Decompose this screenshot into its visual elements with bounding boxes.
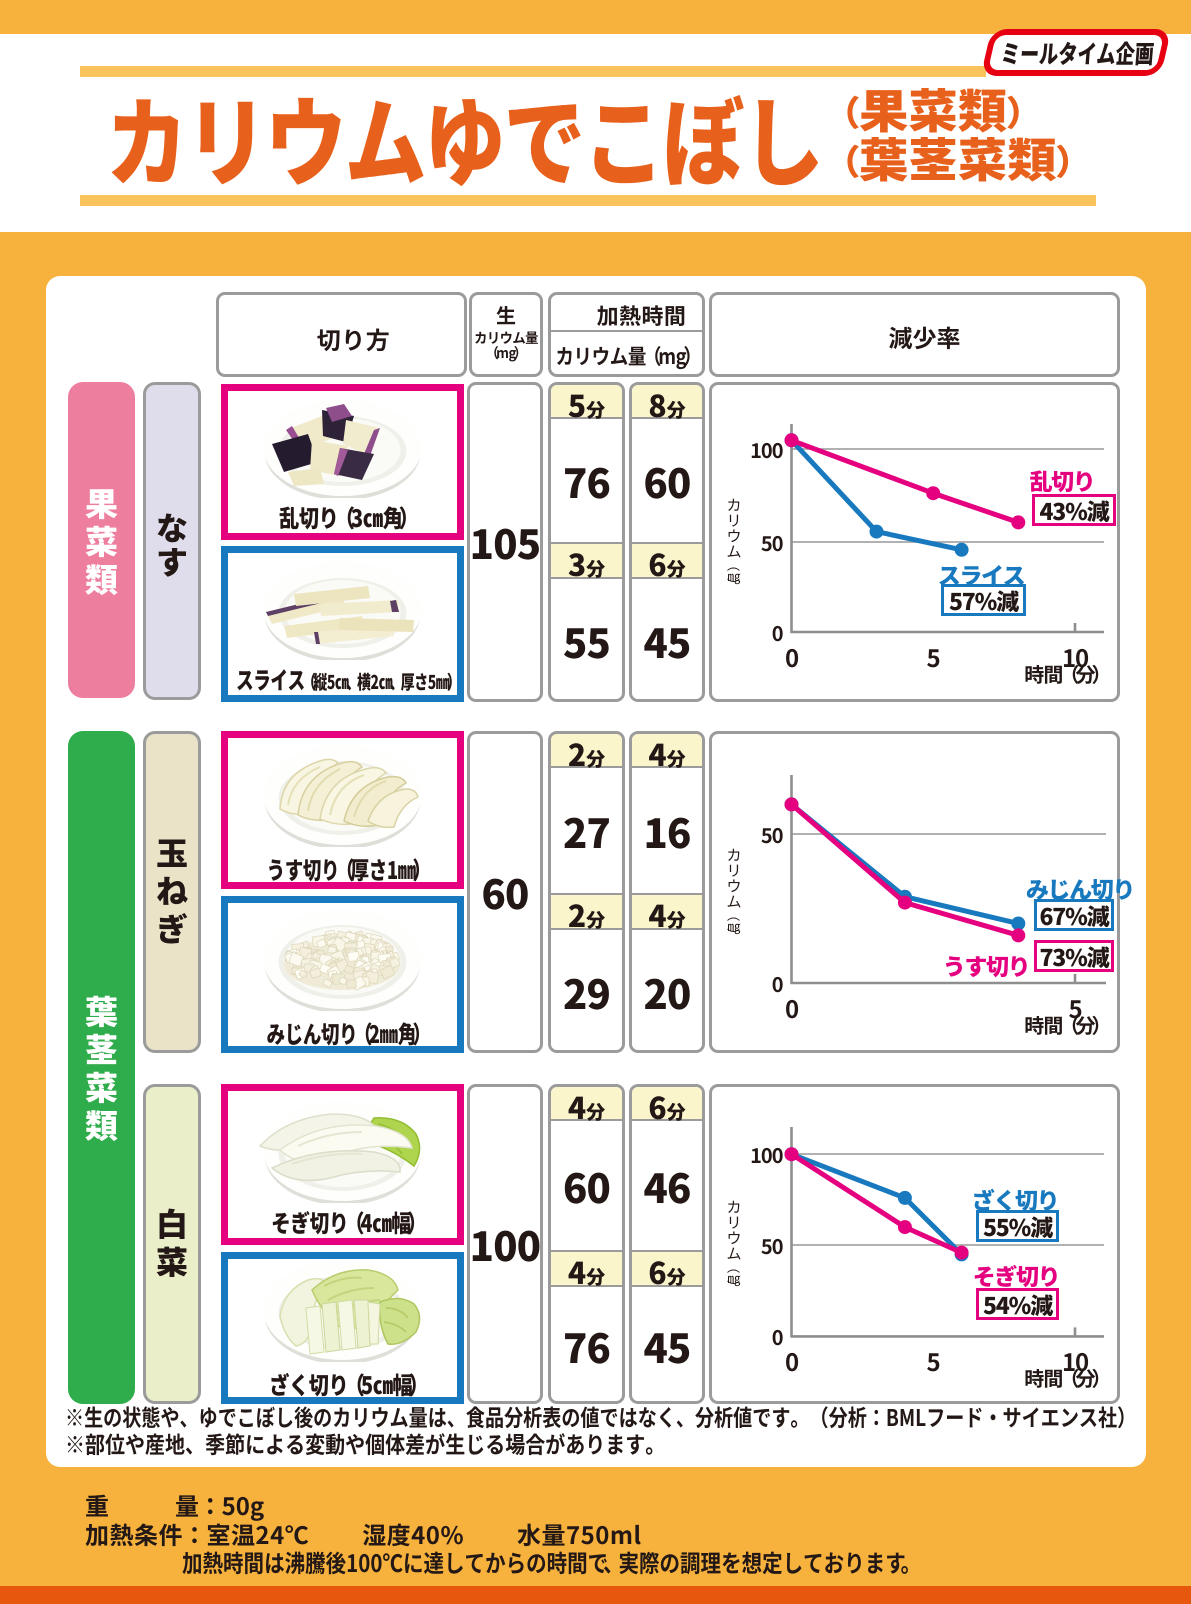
- svg-text:カ: カ: [726, 845, 741, 866]
- svg-text:（: （: [725, 558, 744, 571]
- svg-text:（: （: [725, 908, 744, 921]
- svg-text:ム: ム: [726, 891, 741, 912]
- svg-text:）: ）: [725, 1280, 744, 1293]
- svg-text:㎎: ㎎: [727, 566, 740, 585]
- svg-text:ム: ム: [726, 541, 741, 562]
- svg-text:㎎: ㎎: [727, 1268, 740, 1287]
- svg-text:㎎: ㎎: [727, 916, 740, 935]
- svg-text:）: ）: [725, 578, 744, 591]
- svg-text:カ: カ: [726, 495, 741, 516]
- svg-text:リ: リ: [726, 510, 741, 531]
- svg-text:）: ）: [725, 928, 744, 941]
- svg-text:ム: ム: [726, 1243, 741, 1264]
- svg-text:ウ: ウ: [726, 876, 741, 897]
- svg-text:カ: カ: [726, 1197, 741, 1218]
- svg-text:（: （: [725, 1260, 744, 1273]
- svg-text:ウ: ウ: [726, 1228, 741, 1249]
- svg-text:リ: リ: [726, 860, 741, 881]
- svg-text:リ: リ: [726, 1212, 741, 1233]
- svg-text:ウ: ウ: [726, 526, 741, 547]
